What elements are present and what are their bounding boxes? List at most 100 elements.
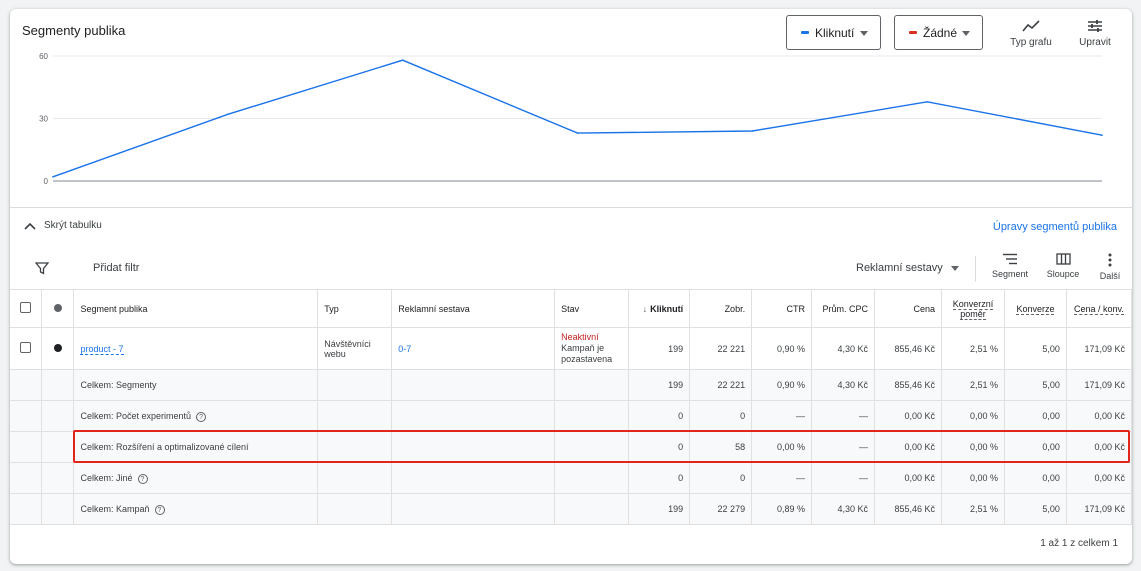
col-header-cost[interactable]: Cena — [874, 289, 942, 328]
clicks-line-chart: 60 30 0 — [39, 52, 1103, 186]
summary-ctr-cell: — — [751, 462, 813, 494]
col-header-ad-group[interactable]: Reklamní sestava — [391, 289, 556, 328]
card-title: Segmenty publika — [22, 23, 126, 38]
summary-conversions-cell: 5,00 — [1004, 493, 1067, 525]
metric-dropdown-none[interactable]: Žádné — [894, 15, 983, 50]
summary-impressions-cell: 58 — [689, 431, 753, 463]
segment-button[interactable]: Segment — [988, 253, 1032, 279]
audience-segments-card: Segmenty publika Kliknutí Žádné Typ graf… — [10, 9, 1132, 564]
empty-cell — [317, 462, 393, 494]
summary-conv-rate-cell: 2,51 % — [941, 369, 1005, 401]
summary-row: Celkem: Jiné? 0 0— —0,00 Kč 0,00 % 0,00 0,00 K… — [10, 462, 1132, 494]
empty-cell — [317, 400, 393, 432]
empty-cell — [554, 431, 630, 463]
empty-cell — [41, 400, 75, 432]
data-point[interactable] — [1101, 134, 1103, 136]
cost-cell: 855,46 Kč — [874, 327, 942, 370]
hide-table-toggle[interactable]: Skrýt tabulku — [24, 220, 102, 231]
summary-label: Celkem: Počet experimentů — [80, 410, 192, 421]
metric-dropdown-label: Žádné — [923, 25, 958, 40]
summary-impressions-cell: 22 279 — [689, 493, 753, 525]
row-checkbox[interactable] — [20, 342, 32, 353]
summary-conversions-cell: 0,00 — [1004, 400, 1067, 432]
summary-label: Celkem: Segmenty — [80, 380, 157, 390]
pagination-info: 1 až 1 z celkem 1 — [1040, 538, 1118, 549]
empty-cell — [391, 462, 556, 494]
table-header-row: Segment publika Typ Reklamní sestava Sta… — [10, 289, 1132, 328]
summary-clicks-cell: 199 — [628, 493, 691, 525]
status-main: Neaktivní — [561, 332, 599, 342]
metric-color-swatch — [801, 31, 809, 34]
columns-label: Sloupce — [1046, 269, 1080, 279]
row-select-cell[interactable] — [10, 327, 43, 370]
chevron-down-icon — [962, 31, 970, 36]
help-icon[interactable]: ? — [154, 504, 165, 515]
col-header-segment[interactable]: Segment publika — [73, 289, 319, 328]
chevron-down-icon — [950, 265, 959, 271]
col-header-clicks[interactable]: ↓ Kliknutí — [628, 289, 691, 328]
summary-clicks-cell: 0 — [628, 431, 691, 463]
summary-impressions-cell: 0 — [689, 462, 753, 494]
help-icon[interactable]: ? — [137, 473, 148, 484]
data-point[interactable] — [751, 130, 754, 132]
empty-cell — [391, 400, 556, 432]
col-header-avg-cpc[interactable]: Prům. CPC — [811, 289, 876, 328]
col-header-ctr[interactable]: CTR — [751, 289, 813, 328]
avg-cpc-cell: 4,30 Kč — [811, 327, 876, 370]
tune-icon — [1088, 20, 1102, 32]
help-icon[interactable]: ? — [196, 411, 207, 422]
empty-cell — [10, 493, 43, 525]
col-header-impressions[interactable]: Zobr. — [689, 289, 753, 328]
summary-cost-per-conv-cell: 171,09 Kč — [1066, 369, 1132, 401]
table-row[interactable]: product - 7 Návštěvníci webu 0-7 Neaktiv… — [10, 327, 1132, 370]
summary-impressions-cell: 0 — [689, 400, 753, 432]
status-dot-icon — [53, 303, 62, 312]
ad-groups-select-label: Reklamní sestavy — [856, 262, 943, 274]
summary-conv-rate-cell: 0,00 % — [941, 462, 1005, 494]
select-all-cell[interactable] — [10, 289, 43, 328]
summary-conv-rate-cell: 0,00 % — [941, 431, 1005, 463]
conv-rate-cell: 2,51 % — [941, 327, 1005, 370]
edit-chart-button[interactable]: Upravit — [1072, 19, 1118, 48]
summary-cost-cell: 855,46 Kč — [874, 493, 942, 525]
metric-dropdown-clicks[interactable]: Kliknutí — [786, 15, 881, 50]
add-filter-button[interactable]: Přidat filtr — [93, 262, 140, 274]
more-button[interactable]: Další — [1095, 253, 1125, 281]
empty-cell — [41, 431, 75, 463]
status-dot-header — [41, 289, 75, 328]
segment-edits-link[interactable]: Úpravy segmentů publika — [992, 221, 1117, 233]
sort-arrow-down-icon: ↓ — [642, 303, 648, 314]
data-point[interactable] — [401, 59, 404, 61]
summary-row: Celkem: Kampaň? 199 22 279 0,89 % 4,30 Kč 855… — [10, 493, 1132, 525]
segment-name-link[interactable]: product - 7 — [80, 343, 124, 355]
col-header-conv-rate[interactable]: Konverzní poměr — [941, 289, 1005, 328]
col-header-cost-per-conv[interactable]: Cena / konv. — [1066, 289, 1132, 328]
chart-type-button[interactable]: Typ grafu — [1006, 19, 1056, 48]
filter-icon[interactable] — [35, 261, 49, 275]
empty-cell — [317, 431, 393, 463]
data-point[interactable] — [926, 101, 928, 103]
ad-group-cell: 0-7 — [391, 327, 556, 370]
summary-label-cell: Celkem: Rozšíření a optimalizované cílen… — [73, 431, 319, 463]
summary-cost-per-conv-cell: 0,00 Kč — [1066, 431, 1132, 463]
summary-label: Celkem: Rozšíření a optimalizované cílen… — [80, 442, 249, 452]
data-point[interactable] — [52, 176, 54, 178]
columns-button[interactable]: Sloupce — [1042, 253, 1084, 279]
metric-color-swatch — [909, 31, 917, 34]
y-tick-label: 60 — [39, 52, 48, 61]
col-header-type[interactable]: Typ — [317, 289, 393, 328]
col-header-conversions[interactable]: Konverze — [1004, 289, 1067, 328]
ad-group-link[interactable]: 0-7 — [398, 343, 412, 354]
data-point[interactable] — [576, 132, 579, 134]
empty-cell — [391, 493, 556, 525]
summary-avg-cpc-cell: — — [811, 431, 876, 463]
segment-label: Segment — [991, 269, 1029, 279]
col-header-status[interactable]: Stav — [554, 289, 630, 328]
empty-cell — [391, 369, 556, 401]
ad-groups-select[interactable]: Reklamní sestavy — [856, 262, 959, 274]
select-all-checkbox[interactable] — [20, 302, 32, 313]
summary-label-cell: Celkem: Kampaň? — [73, 493, 319, 525]
chart-divider — [10, 207, 1132, 208]
line-chart-icon — [1022, 20, 1040, 32]
data-point[interactable] — [227, 113, 229, 116]
